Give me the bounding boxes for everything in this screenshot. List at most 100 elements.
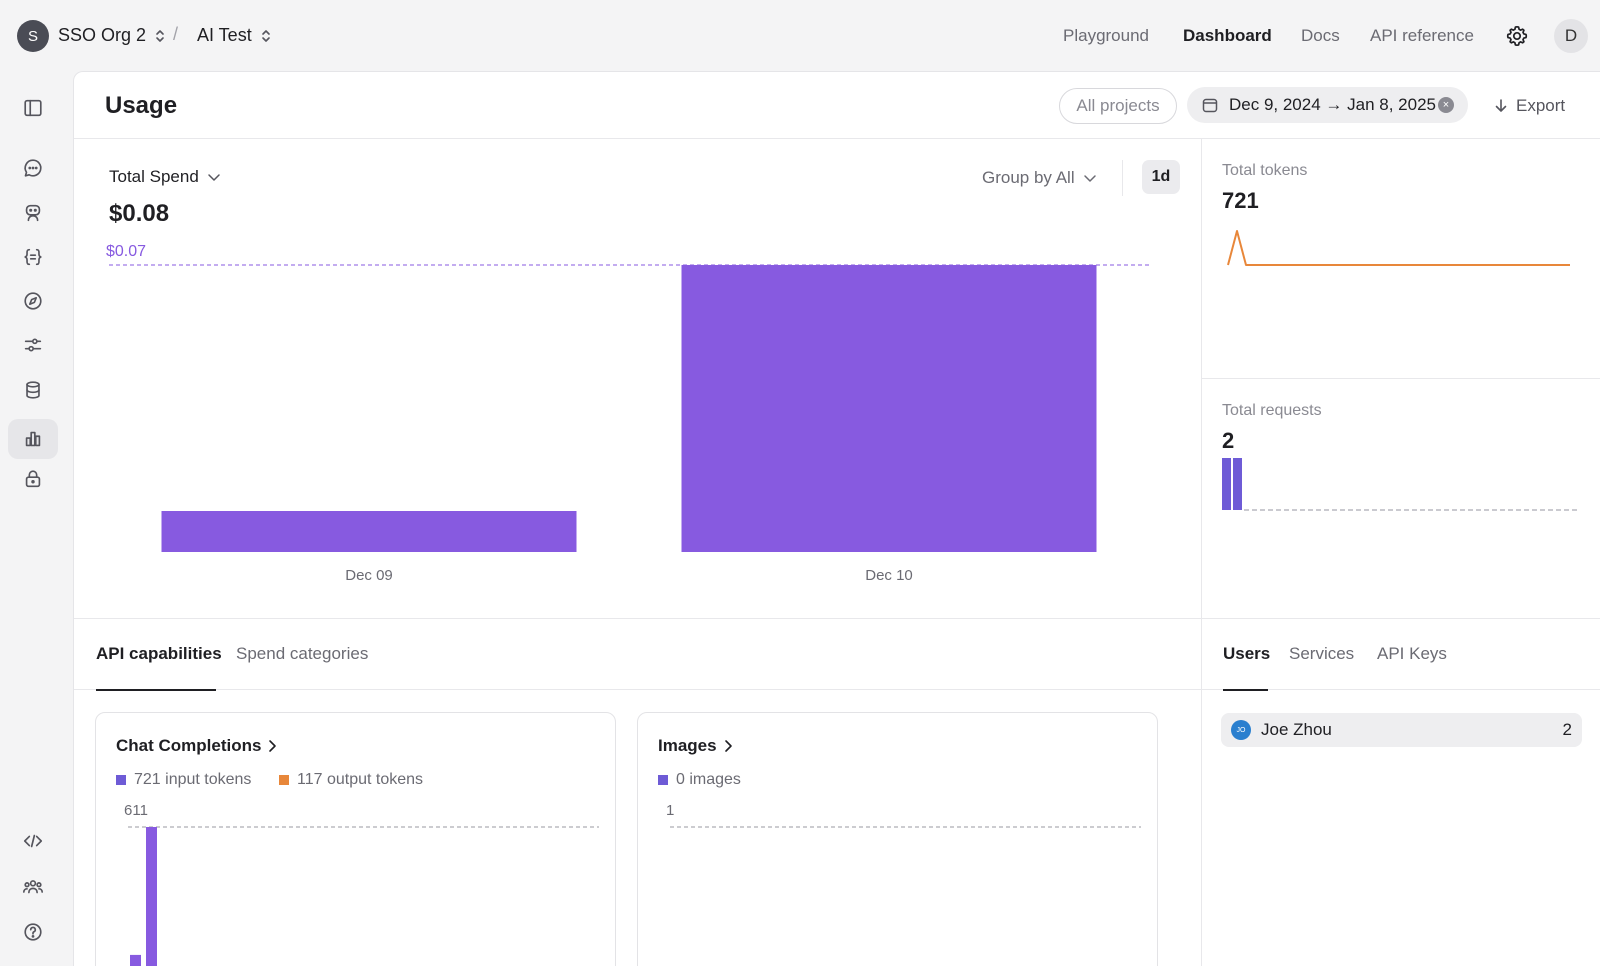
- chat-input-bar: [146, 827, 157, 966]
- spend-bar-chart: $0.07 Dec 09 Dec 10: [106, 243, 1149, 584]
- user-row-name: Joe Zhou: [1261, 720, 1332, 739]
- spend-metric-select[interactable]: Total Spend: [109, 167, 221, 187]
- org-switcher[interactable]: SSO Org 2: [58, 25, 166, 46]
- legend-input-label: 721 input tokens: [134, 771, 252, 788]
- team-icon[interactable]: [18, 872, 48, 902]
- tab-active-underline: [96, 689, 216, 691]
- code-braces-icon[interactable]: [18, 242, 48, 272]
- spend-max-label: $0.07: [106, 243, 146, 260]
- chevron-down-icon: [1083, 175, 1096, 182]
- granularity-toggle[interactable]: 1d: [1142, 160, 1180, 194]
- column-divider: [1201, 138, 1202, 966]
- legend-images-label: 0 images: [676, 771, 741, 788]
- tab-active-underline: [1223, 689, 1268, 691]
- header-divider: [74, 138, 1600, 139]
- chevron-right-icon: [724, 740, 732, 752]
- date-range-picker[interactable]: Dec 9, 2024 → Jan 8, 2025 ×: [1187, 87, 1468, 123]
- export-button[interactable]: Export: [1494, 96, 1565, 116]
- legend-swatch-orange: [279, 775, 289, 785]
- spend-x-label: Dec 09: [345, 567, 393, 584]
- breadcrumb-separator: /: [173, 24, 179, 44]
- project-switcher[interactable]: AI Test: [197, 25, 272, 46]
- legend-swatch-purple: [116, 775, 126, 785]
- spend-total: $0.08: [109, 200, 170, 227]
- calendar-icon: [1202, 98, 1218, 113]
- user-row-avatar: JO: [1231, 720, 1251, 740]
- bar-chart-icon[interactable]: [18, 424, 48, 454]
- chevron-down-icon: [208, 174, 220, 181]
- page-title: Usage: [105, 92, 178, 119]
- tab-spend-categories[interactable]: Spend categories: [236, 644, 369, 663]
- chevron-updown-icon: [156, 29, 164, 42]
- chevron-right-icon: [269, 740, 277, 752]
- compass-icon[interactable]: [18, 286, 48, 316]
- chevron-updown-icon: [261, 29, 270, 42]
- chat-ymax-label: 611: [124, 802, 148, 819]
- images-chart: [670, 826, 1141, 828]
- images-ymax-label: 1: [666, 802, 675, 819]
- requests-label: Total requests: [1222, 402, 1322, 419]
- tabs-divider: [74, 689, 1600, 690]
- arrow-down-icon: [1495, 99, 1507, 112]
- group-by-select[interactable]: Group by All: [982, 168, 1097, 188]
- org-avatar[interactable]: S: [17, 20, 49, 52]
- chat-completions-chart: [128, 826, 599, 966]
- nav-playground[interactable]: Playground: [1063, 26, 1150, 45]
- database-icon[interactable]: [18, 375, 48, 405]
- chat-completions-title: Chat Completions: [116, 736, 262, 755]
- assistant-icon[interactable]: [18, 198, 48, 228]
- requests-bar: [1233, 458, 1242, 510]
- sidebar-toggle-icon[interactable]: [18, 93, 48, 123]
- nav-docs[interactable]: Docs: [1301, 26, 1340, 45]
- tokens-sparkline: [1227, 230, 1570, 266]
- tokens-label: Total tokens: [1222, 162, 1308, 179]
- org-name: SSO Org 2: [58, 25, 147, 45]
- sidebar-active-highlight: [8, 419, 58, 459]
- images-link[interactable]: Images: [658, 736, 733, 756]
- group-by-label: Group by All: [982, 168, 1075, 187]
- user-row[interactable]: JO Joe Zhou 2: [1221, 713, 1582, 747]
- legend-output-label: 117 output tokens: [297, 771, 424, 788]
- requests-sparkline: [1222, 458, 1578, 511]
- chart-section-divider: [74, 618, 1600, 619]
- legend-images: 0 images: [658, 771, 741, 789]
- tokens-value: 721: [1222, 188, 1259, 213]
- images-title: Images: [658, 736, 717, 755]
- user-row-count: 2: [1562, 720, 1572, 739]
- legend-swatch-purple: [658, 775, 668, 785]
- tab-services[interactable]: Services: [1289, 644, 1355, 663]
- tab-api-capabilities[interactable]: API capabilities: [96, 644, 222, 663]
- project-name: AI Test: [197, 25, 252, 45]
- chat-completions-link[interactable]: Chat Completions: [116, 736, 277, 756]
- code-icon[interactable]: [18, 826, 48, 856]
- tab-users[interactable]: Users: [1223, 644, 1271, 663]
- spend-bar: [161, 511, 577, 552]
- user-avatar[interactable]: D: [1554, 19, 1588, 53]
- spend-bar: [681, 265, 1097, 552]
- clear-date-icon[interactable]: ×: [1438, 97, 1454, 113]
- toolbar-divider: [1122, 160, 1123, 196]
- sliders-icon[interactable]: [18, 330, 48, 360]
- date-range-text: Dec 9, 2024 → Jan 8, 2025: [1229, 95, 1436, 114]
- legend-output: 117 output tokens: [279, 771, 423, 789]
- stats-divider: [1201, 378, 1600, 379]
- top-bar: S SSO Org 2 / AI Test Playground Dashboa…: [0, 0, 1600, 72]
- help-icon[interactable]: [18, 917, 48, 947]
- images-card: Images 0 images 1: [637, 712, 1158, 966]
- gear-icon[interactable]: [1505, 24, 1529, 48]
- nav-dashboard[interactable]: Dashboard: [1183, 26, 1272, 45]
- nav-api-reference[interactable]: API reference: [1370, 26, 1474, 45]
- requests-value: 2: [1222, 428, 1235, 453]
- export-label: Export: [1516, 96, 1566, 115]
- spend-metric-label: Total Spend: [109, 167, 199, 186]
- tokens-line: [1227, 230, 1570, 266]
- spend-x-label: Dec 10: [865, 567, 913, 584]
- requests-bar: [1222, 458, 1231, 510]
- tab-api-keys[interactable]: API Keys: [1377, 644, 1447, 663]
- usage-panel: Usage All projects Dec 9, 2024 → Jan 8, …: [73, 71, 1600, 966]
- chat-icon[interactable]: [18, 153, 48, 183]
- lock-icon[interactable]: [18, 464, 48, 494]
- chat-completions-card: Chat Completions 721 input tokens 117 ou…: [95, 712, 616, 966]
- project-filter[interactable]: All projects: [1059, 88, 1177, 124]
- chat-input-bar: [130, 954, 141, 966]
